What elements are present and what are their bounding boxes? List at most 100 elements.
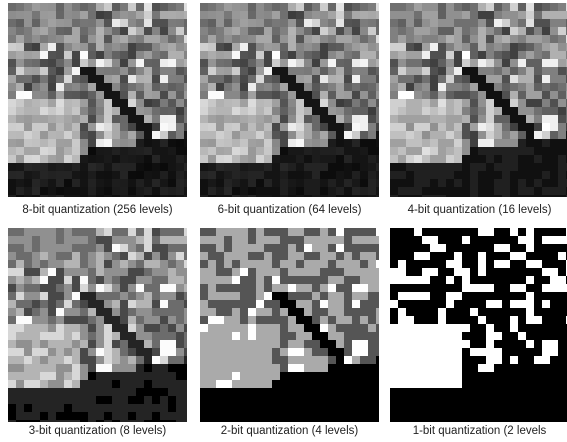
image-pixel-block	[248, 396, 256, 404]
image-pixel-block	[406, 139, 414, 147]
image-pixel-block	[344, 83, 352, 91]
image-pixel-block	[360, 123, 368, 131]
image-pixel-block	[430, 83, 438, 91]
image-pixel-block	[328, 332, 336, 340]
image-pixel-block	[72, 236, 80, 244]
image-pixel-block	[398, 107, 406, 115]
image-pixel-block	[176, 324, 184, 332]
image-pixel-block	[152, 356, 160, 364]
image-pixel-block	[344, 163, 352, 171]
image-pixel-block	[550, 356, 558, 364]
image-pixel-block	[272, 163, 280, 171]
image-pixel-block	[328, 19, 336, 27]
image-pixel-block	[542, 252, 550, 260]
image-pixel-block	[390, 244, 398, 252]
image-pixel-block	[288, 51, 296, 59]
image-pixel-block	[168, 260, 176, 268]
image-pixel-block	[446, 236, 454, 244]
image-pixel-block	[88, 35, 96, 43]
image-pixel-block	[40, 292, 48, 300]
image-pixel-block	[328, 155, 336, 163]
image-pixel-block	[72, 372, 80, 380]
image-pixel-block	[112, 260, 120, 268]
image-pixel-block	[280, 27, 288, 35]
image-pixel-block	[32, 420, 40, 422]
image-pixel-block	[368, 236, 376, 244]
image-pixel-block	[48, 35, 56, 43]
image-pixel-block	[200, 332, 208, 340]
image-pixel-block	[232, 179, 240, 187]
image-pixel-block	[240, 19, 248, 27]
image-pixel-block	[240, 340, 248, 348]
image-pixel-block	[390, 155, 398, 163]
image-pixel-block	[368, 268, 376, 276]
image-pixel-block	[168, 396, 176, 404]
image-pixel-block	[48, 348, 56, 356]
image-pixel-block	[486, 139, 494, 147]
image-pixel-block	[486, 179, 494, 187]
image-pixel-block	[248, 316, 256, 324]
image-pixel-block	[296, 340, 304, 348]
image-pixel-block	[542, 147, 550, 155]
image-pixel-block	[56, 244, 64, 252]
image-pixel-block	[304, 59, 312, 67]
image-pixel-block	[112, 59, 120, 67]
image-pixel-block	[24, 292, 32, 300]
image-pixel-block	[112, 276, 120, 284]
image-pixel-block	[40, 163, 48, 171]
image-pixel-block	[152, 35, 160, 43]
image-pixel-block	[438, 147, 446, 155]
image-pixel-block	[368, 308, 376, 316]
image-pixel-block	[56, 236, 64, 244]
image-pixel-block	[446, 43, 454, 51]
image-pixel-block	[72, 348, 80, 356]
image-pixel-block	[240, 67, 248, 75]
image-pixel-block	[454, 396, 462, 404]
image-pixel-block	[176, 59, 184, 67]
image-pixel-block	[430, 268, 438, 276]
image-pixel-block	[56, 332, 64, 340]
image-pixel-block	[390, 195, 398, 197]
image-pixel-block	[438, 19, 446, 27]
image-pixel-block	[200, 268, 208, 276]
image-pixel-block	[304, 228, 312, 236]
image-pixel-block	[478, 43, 486, 51]
image-pixel-block	[422, 348, 430, 356]
image-pixel-block	[256, 139, 264, 147]
image-pixel-block	[96, 171, 104, 179]
image-pixel-block	[272, 179, 280, 187]
image-pixel-block	[486, 19, 494, 27]
image-pixel-block	[406, 340, 414, 348]
image-pixel-block	[80, 35, 88, 43]
image-pixel-block	[526, 115, 534, 123]
image-pixel-block	[398, 316, 406, 324]
image-pixel-block	[128, 51, 136, 59]
image-pixel-block	[144, 91, 152, 99]
image-pixel-block	[136, 179, 144, 187]
image-pixel-block	[32, 372, 40, 380]
image-pixel-block	[462, 324, 470, 332]
image-pixel-block	[48, 99, 56, 107]
image-pixel-block	[72, 163, 80, 171]
image-pixel-block	[486, 420, 494, 422]
image-pixel-block	[160, 155, 168, 163]
image-pixel-block	[446, 340, 454, 348]
image-pixel-block	[88, 236, 96, 244]
image-pixel-block	[368, 404, 376, 412]
image-pixel-block	[8, 284, 16, 292]
image-pixel-block	[336, 59, 344, 67]
image-pixel-block	[320, 11, 328, 19]
image-pixel-block	[168, 420, 176, 422]
image-pixel-block	[454, 171, 462, 179]
image-pixel-block	[128, 268, 136, 276]
image-pixel-block	[312, 364, 320, 372]
image-pixel-block	[470, 163, 478, 171]
image-pixel-block	[304, 139, 312, 147]
image-pixel-block	[40, 67, 48, 75]
image-pixel-block	[304, 131, 312, 139]
image-pixel-block	[454, 179, 462, 187]
image-pixel-block	[526, 276, 534, 284]
image-pixel-block	[184, 356, 187, 364]
image-pixel-block	[56, 115, 64, 123]
image-pixel-block	[184, 3, 187, 11]
